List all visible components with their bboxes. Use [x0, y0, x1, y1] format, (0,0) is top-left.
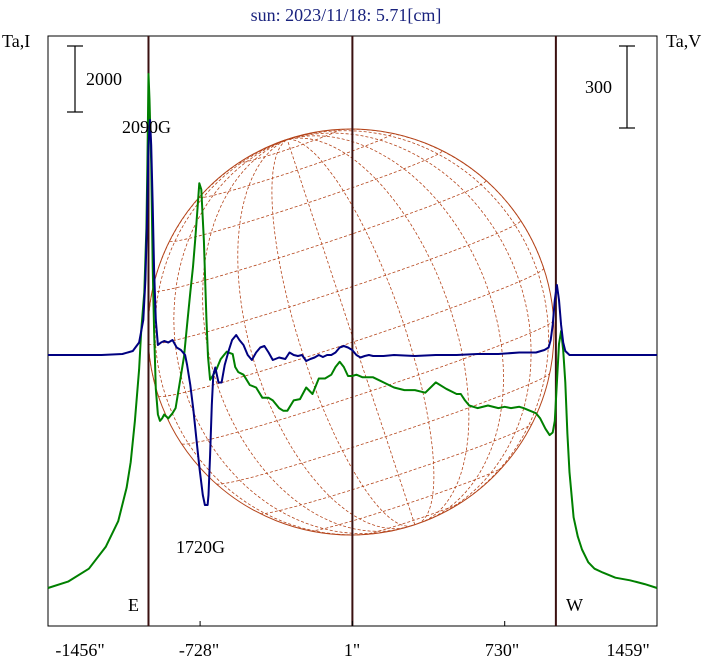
- polarization-line: [48, 119, 657, 506]
- longitude-line: [287, 130, 549, 509]
- intensity-line: [47, 73, 658, 589]
- x-tick-label: 1": [344, 640, 360, 660]
- x-tick-label: -1456": [55, 640, 104, 660]
- x-tick-label: 730": [485, 640, 519, 660]
- x-axis-ticks: [47, 621, 658, 626]
- scale-bar-left: [67, 45, 83, 113]
- longitude-line: [287, 136, 295, 140]
- latitude-line: [181, 320, 554, 445]
- latitude-line: [239, 129, 340, 164]
- left-axis-title: Ta,I: [2, 31, 30, 51]
- limb-label-east: E: [128, 595, 139, 615]
- longitude-line: [287, 132, 532, 519]
- latitude-line: [363, 501, 462, 535]
- scale-bar-right-label: 300: [585, 77, 612, 97]
- annotation-2090g: 2090G: [122, 117, 171, 137]
- longitude-line: [271, 139, 413, 527]
- longitude-line: [286, 139, 416, 525]
- x-tick-label: -728": [179, 640, 219, 660]
- scale-bar-left-label: 2000: [86, 69, 122, 89]
- limb-label-west: W: [566, 595, 583, 615]
- latitude-line: [259, 423, 533, 515]
- longitude-line: [287, 137, 470, 522]
- longitude-line: [287, 138, 435, 525]
- series-layer: [47, 73, 658, 589]
- longitude-line: [154, 139, 375, 536]
- x-tick-label: 1459": [606, 640, 649, 660]
- scale-bar-right: [619, 45, 635, 129]
- chart-title: sun: 2023/11/18: 5.71[cm]: [251, 5, 442, 25]
- latitude-line: [198, 132, 393, 198]
- longitude-line: [237, 139, 405, 530]
- right-axis-title: Ta,V: [666, 31, 701, 51]
- longitude-line: [287, 137, 293, 140]
- longitude-line: [147, 139, 288, 397]
- longitude-line: [287, 128, 545, 269]
- longitude-line: [287, 135, 504, 520]
- solar-disk-grid: [147, 128, 555, 536]
- longitude-line: [173, 139, 398, 535]
- longitude-line: [202, 139, 401, 532]
- annotation-1720g: 1720G: [176, 537, 225, 557]
